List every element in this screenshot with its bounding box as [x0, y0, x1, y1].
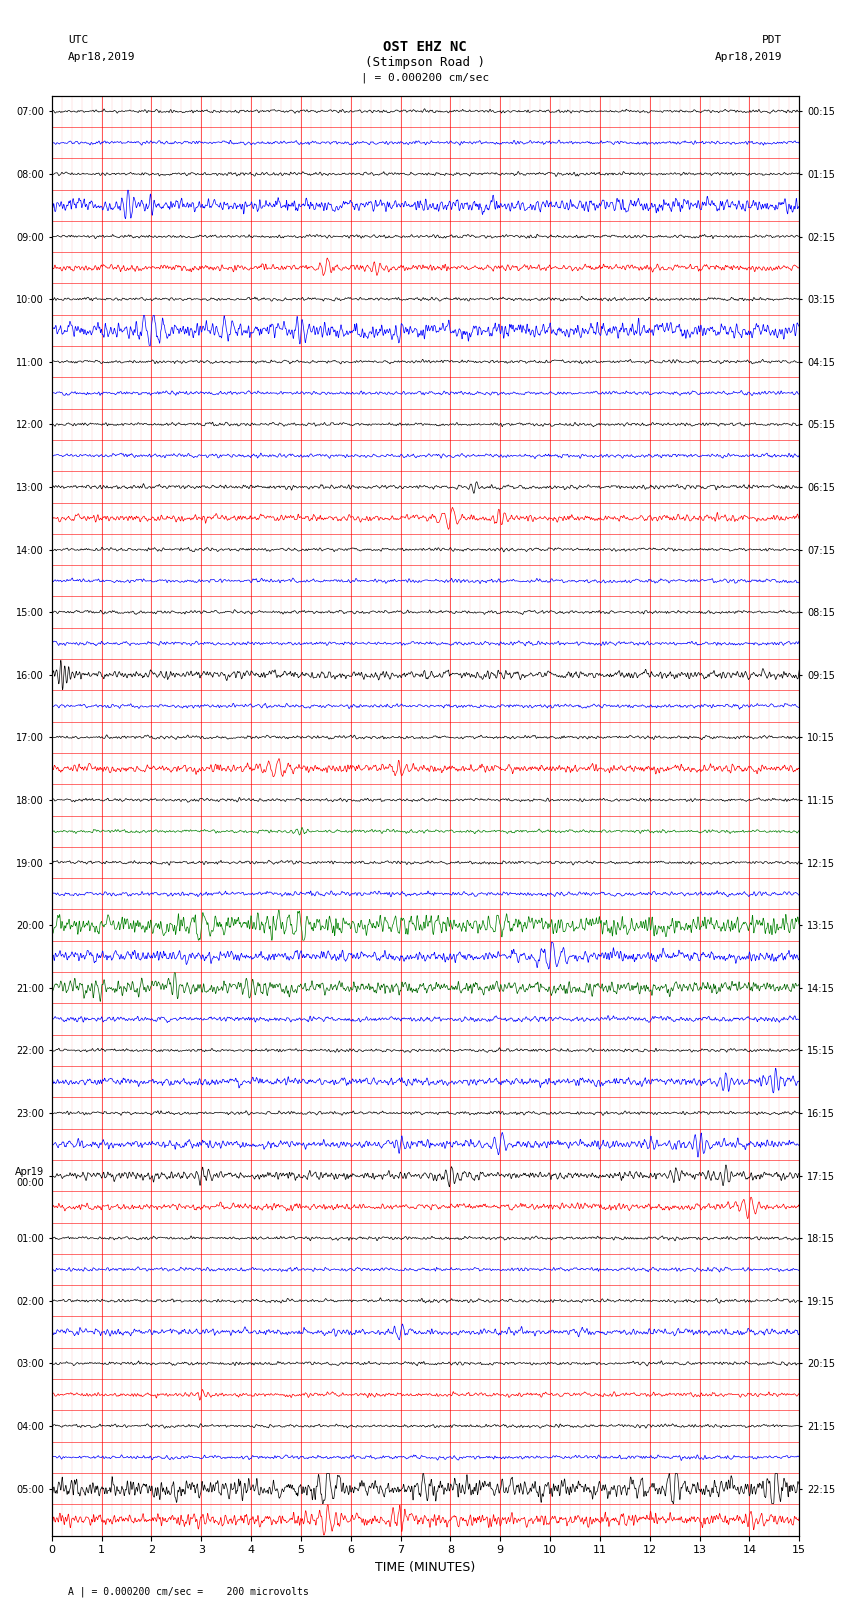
X-axis label: TIME (MINUTES): TIME (MINUTES) — [376, 1561, 476, 1574]
Text: (Stimpson Road ): (Stimpson Road ) — [365, 56, 485, 69]
Text: Apr18,2019: Apr18,2019 — [68, 52, 135, 61]
Text: A | = 0.000200 cm/sec =    200 microvolts: A | = 0.000200 cm/sec = 200 microvolts — [68, 1586, 309, 1597]
Text: OST EHZ NC: OST EHZ NC — [383, 40, 467, 55]
Text: Apr18,2019: Apr18,2019 — [715, 52, 782, 61]
Text: PDT: PDT — [762, 35, 782, 45]
Text: UTC: UTC — [68, 35, 88, 45]
Text: | = 0.000200 cm/sec: | = 0.000200 cm/sec — [361, 73, 489, 84]
